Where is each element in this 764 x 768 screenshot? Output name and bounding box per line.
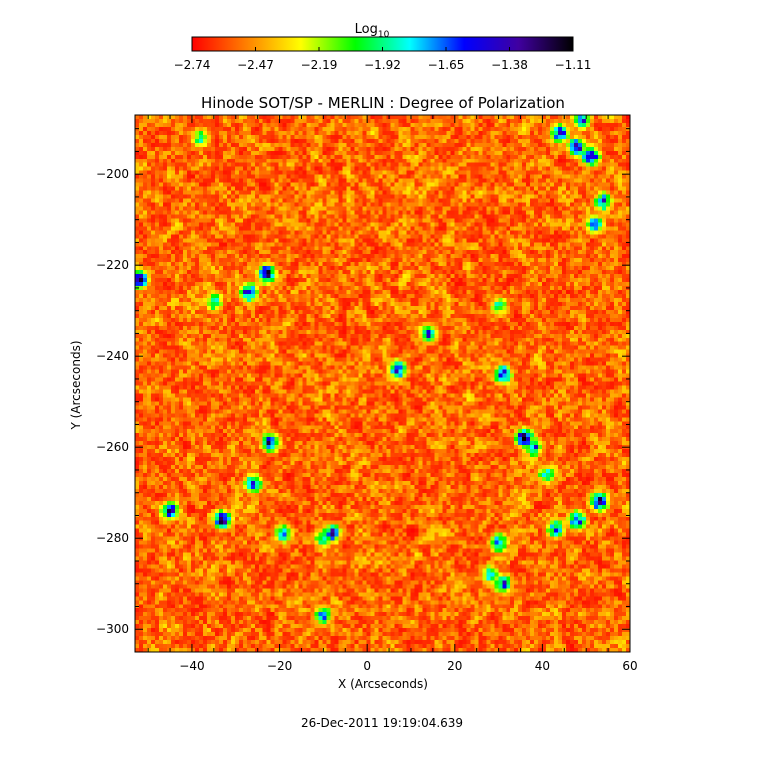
y-tick-label: −200 <box>96 167 129 181</box>
colorbar-label: Log10 <box>355 22 390 40</box>
colorbar-tick-label: −1.92 <box>364 58 401 72</box>
x-tick-label: 0 <box>363 659 371 673</box>
colorbar-tick-label: −1.11 <box>555 58 592 72</box>
heatmap-image <box>135 115 630 652</box>
plot-area: −40 −20 0 20 40 60 −200−220−240−260−280−300 <box>96 114 638 673</box>
x-axis: −40 −20 0 20 40 60 <box>147 115 638 673</box>
colorbar-tick-label: −2.47 <box>237 58 274 72</box>
colorbar-tick-label: −1.38 <box>491 58 528 72</box>
colorbar-tick-label: −2.74 <box>174 58 211 72</box>
x-tick-label: 20 <box>447 659 462 673</box>
chart-title: Hinode SOT/SP - MERLIN : Degree of Polar… <box>201 94 565 112</box>
colorbar-tick-label: −1.65 <box>428 58 465 72</box>
colorbar-tick-label: −2.19 <box>301 58 338 72</box>
timestamp: 26-Dec-2011 19:19:04.639 <box>301 716 463 730</box>
x-tick-label: 40 <box>535 659 550 673</box>
y-tick-label: −240 <box>96 349 129 363</box>
colorbar: Log10 −2.74 −2.47 −2.19 −1.92 −1.65 −1.38 −1.1… <box>174 22 592 72</box>
plot-frame <box>134 114 631 653</box>
y-tick-label: −280 <box>96 531 129 545</box>
y-axis-label: Y (Arcseconds) <box>69 340 83 430</box>
colorbar-label-sub: 10 <box>378 30 390 40</box>
y-tick-label: −220 <box>96 258 129 272</box>
y-tick-label: −260 <box>96 440 129 454</box>
y-tick-label: −300 <box>96 622 129 636</box>
y-axis: −200 −220 −240 −260 −280 −300 <box>96 128 630 653</box>
colorbar-label-base: Log <box>355 22 378 37</box>
x-axis-label: X (Arcseconds) <box>338 677 428 691</box>
x-tick-label: 60 <box>622 659 637 673</box>
x-tick-label: −40 <box>179 659 204 673</box>
x-tick-label: −20 <box>267 659 292 673</box>
